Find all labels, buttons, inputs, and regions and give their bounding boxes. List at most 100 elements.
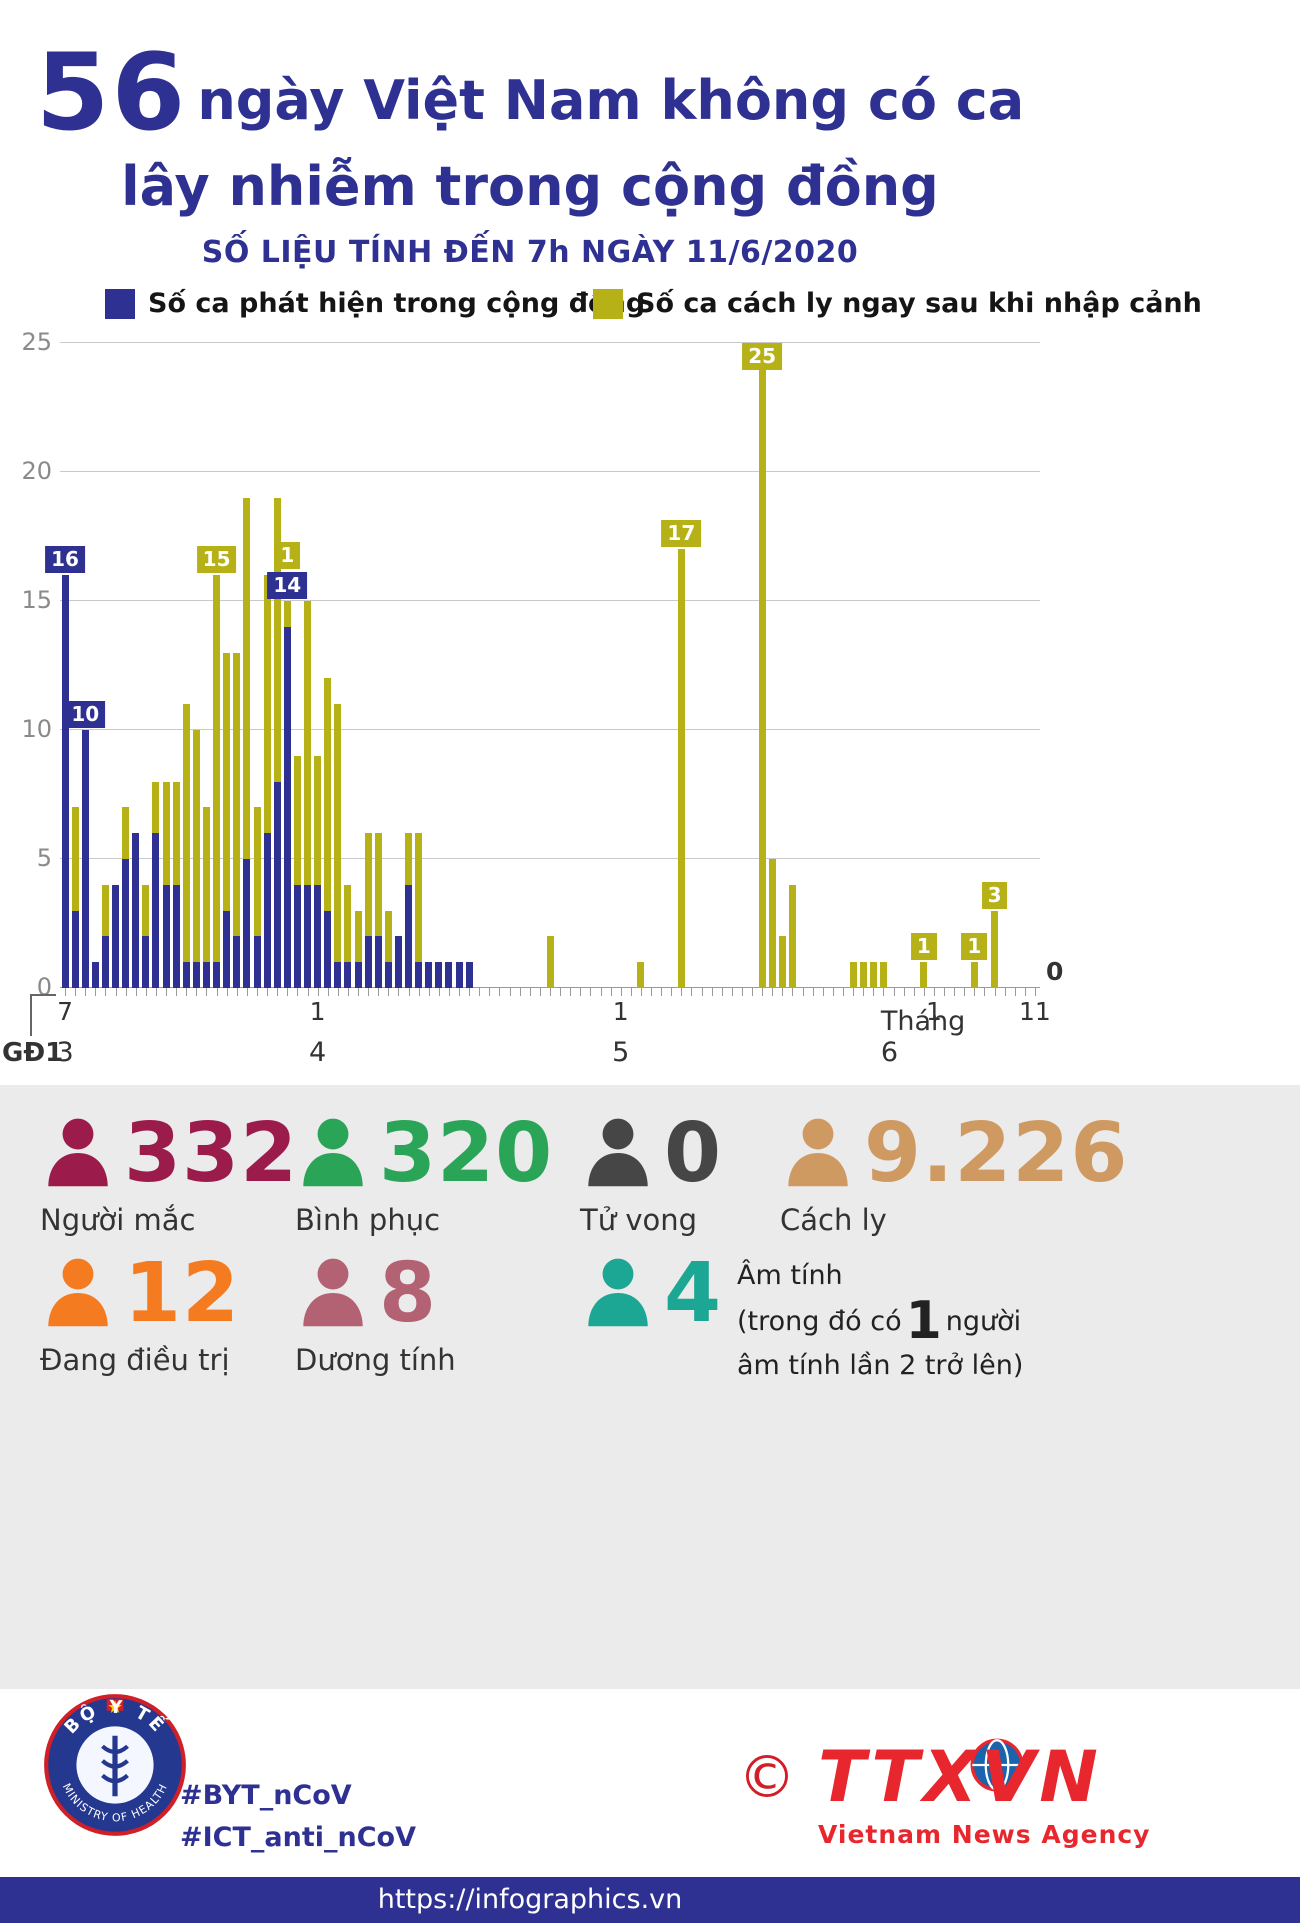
bar-community	[213, 962, 221, 988]
bar-community	[364, 936, 372, 988]
bar-community	[445, 962, 453, 988]
bar-value-label: 16	[45, 546, 85, 574]
x-axis-tick	[246, 988, 248, 996]
negative-note: Âm tính (trong đó có1 người âm tính lần 2…	[737, 1257, 1023, 1385]
x-axis-tick	[85, 988, 87, 996]
bar-community	[263, 833, 271, 988]
bar-imported	[677, 549, 685, 988]
bar-imported	[314, 755, 322, 885]
subtitle: SỐ LIỆU TÍNH ĐẾN 7h NGÀY 11/6/2020	[201, 234, 859, 270]
bar-community	[71, 910, 79, 988]
x-axis-tick	[640, 988, 642, 996]
y-axis-label: 20	[21, 457, 52, 485]
x-axis-tick	[145, 988, 147, 996]
x-axis-tick	[236, 988, 238, 996]
bar-value-label: 15	[196, 546, 237, 574]
ttxvn-logo: TTXVN Vietnam News Agency	[818, 1738, 1150, 1849]
x-axis-tick	[226, 988, 228, 996]
x-axis-tick	[519, 988, 521, 996]
bar-community	[293, 884, 301, 988]
person-icon	[295, 1115, 371, 1191]
stat-under-treatment: 12 Đang điều trị	[40, 1252, 240, 1377]
y-axis-label: 25	[21, 328, 52, 356]
bar-imported	[546, 936, 554, 988]
x-axis-tick	[277, 988, 279, 996]
bar-imported	[223, 652, 231, 911]
bar-community	[112, 884, 120, 988]
bar-imported	[192, 730, 200, 963]
bar-imported	[142, 884, 150, 937]
x-axis-tick	[913, 988, 915, 996]
bar-imported	[172, 781, 180, 885]
x-axis-tick	[550, 988, 551, 996]
infographics-link[interactable]: https://infographics.vn	[377, 1884, 683, 1915]
x-axis-tick	[297, 988, 299, 996]
x-axis-tick	[398, 988, 400, 996]
person-icon	[295, 1255, 371, 1331]
bar-imported	[415, 833, 423, 963]
x-axis-tick	[408, 988, 410, 996]
x-axis-tick	[964, 988, 966, 996]
bar-community	[172, 884, 180, 988]
bar-community	[253, 936, 261, 988]
bar-imported	[202, 807, 210, 963]
x-axis-tick	[994, 988, 996, 996]
x-axis-day-label: 11	[1019, 997, 1051, 1026]
bar-value-label: 25	[742, 343, 783, 370]
bar-imported	[405, 833, 413, 885]
x-axis-tick	[388, 988, 390, 996]
x-axis-tick	[115, 988, 117, 996]
x-axis-tick	[347, 988, 349, 996]
x-axis-tick	[630, 988, 632, 996]
bar-community	[132, 833, 140, 988]
x-axis-tick	[570, 988, 572, 996]
bar-community	[384, 962, 392, 988]
x-axis-tick	[620, 988, 622, 996]
bar-community	[455, 962, 463, 988]
bar-imported	[991, 910, 999, 988]
stat-label: Bình phục	[295, 1203, 441, 1237]
x-axis-tick	[206, 988, 208, 996]
x-axis-tick	[691, 988, 693, 996]
bar-imported	[859, 962, 867, 988]
bar-community	[202, 962, 210, 988]
x-axis-tick	[1034, 988, 1036, 996]
bar-imported	[768, 859, 776, 988]
x-axis-tick	[317, 988, 319, 996]
bar-imported	[253, 807, 261, 937]
negative-note-big-number: 1	[905, 1290, 942, 1351]
y-axis-label: 15	[21, 586, 52, 614]
x-axis-tick	[448, 988, 450, 996]
bar-imported	[213, 575, 221, 963]
x-axis-tick	[499, 988, 501, 996]
stat-value: 9.226	[864, 1105, 1129, 1201]
bar-community	[142, 936, 150, 988]
x-axis-tick	[772, 988, 774, 996]
x-axis-tick	[883, 988, 885, 996]
stat-value: 8	[379, 1245, 438, 1341]
hashtag-ict: #ICT_anti_nCoV	[180, 1821, 416, 1853]
bar-imported	[293, 755, 301, 885]
x-axis-tick	[903, 988, 905, 996]
bar-community	[354, 962, 362, 988]
bar-value-label: 3	[981, 881, 1008, 909]
bar-community	[283, 626, 291, 988]
x-axis-tick	[974, 988, 976, 996]
bar-imported	[364, 833, 372, 937]
bar-imported	[182, 704, 190, 963]
x-axis-tick	[135, 988, 137, 996]
bar-imported	[283, 601, 291, 627]
x-axis-tick	[95, 988, 97, 996]
bar-community	[425, 962, 433, 988]
x-axis-tick	[489, 988, 491, 996]
bar-community	[435, 962, 443, 988]
bar-imported	[354, 910, 362, 963]
x-axis-tick	[802, 988, 804, 996]
bar-imported	[869, 962, 877, 988]
gridline	[60, 600, 1040, 601]
bar-imported	[304, 601, 312, 885]
x-axis-tick	[701, 988, 703, 996]
bar-community	[91, 962, 99, 988]
x-axis-tick	[863, 988, 865, 996]
phase-bracket	[30, 994, 56, 1036]
